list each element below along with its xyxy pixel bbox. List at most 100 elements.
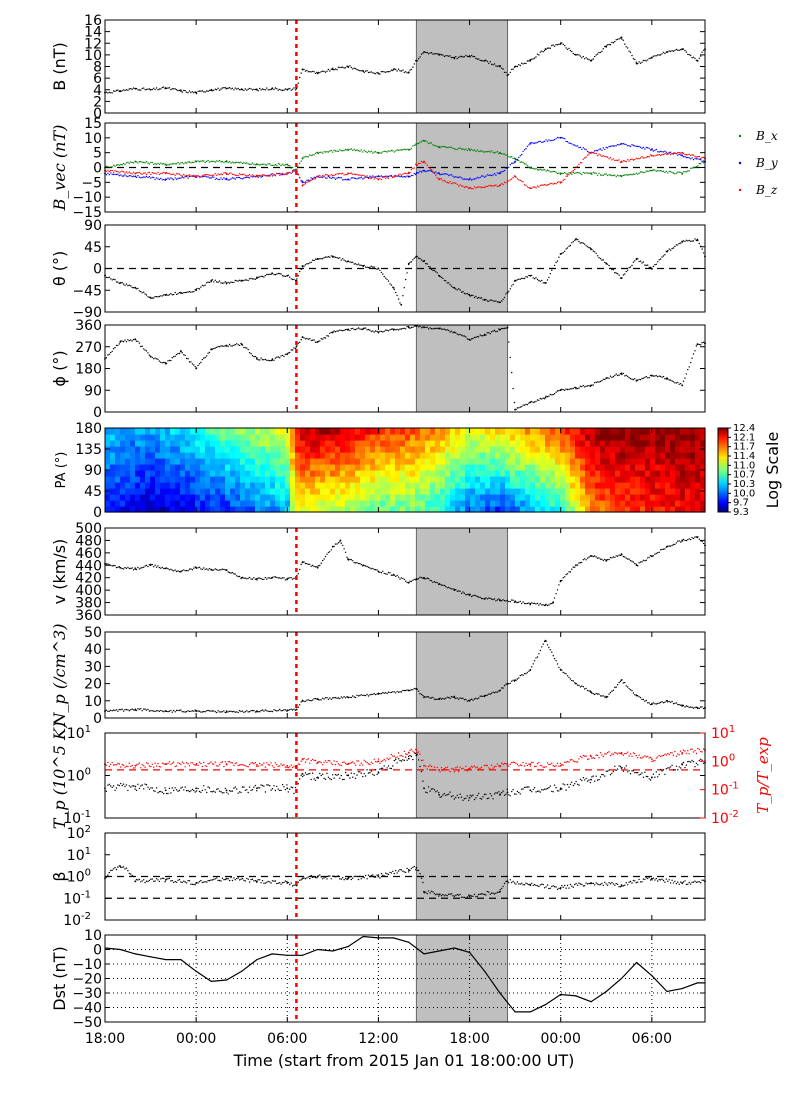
heatmap-cell: [370, 434, 376, 441]
heatmap-cell: [575, 500, 581, 507]
heatmap-cell: [455, 446, 461, 453]
data-point: [609, 375, 612, 377]
data-point: [281, 89, 284, 92]
data-point: [201, 175, 204, 177]
heatmap-cell: [225, 452, 231, 459]
heatmap-cell: [170, 500, 176, 507]
data-point: [466, 186, 468, 188]
heatmap-cell: [465, 494, 471, 501]
data-point: [230, 178, 232, 180]
y-tick-label: 0: [93, 106, 102, 122]
data-point: [435, 174, 437, 177]
data-point: [657, 154, 659, 156]
data-point: [387, 330, 390, 332]
legend-entry: B_x: [755, 129, 778, 143]
data-point: [677, 171, 679, 173]
heatmap-cell: [285, 464, 291, 471]
heatmap-cell: [405, 476, 411, 483]
data-point: [503, 296, 506, 299]
data-point: [427, 328, 430, 330]
heatmap-cell: [660, 452, 666, 459]
heatmap-cell: [220, 446, 226, 453]
data-point: [602, 147, 604, 149]
heatmap-cell: [480, 464, 486, 471]
data-point: [523, 184, 526, 186]
data-point: [612, 145, 615, 147]
data-point: [637, 173, 639, 175]
data-point: [337, 176, 340, 179]
heatmap-cell: [120, 464, 126, 471]
data-point: [562, 252, 564, 254]
data-point: [493, 329, 496, 332]
data-point: [627, 145, 629, 147]
data-point: [363, 175, 365, 177]
heatmap-cell: [320, 488, 326, 495]
data-point: [117, 173, 119, 176]
data-point: [270, 88, 272, 91]
data-point: [204, 174, 206, 176]
data-point: [330, 255, 332, 257]
data-point: [644, 148, 646, 150]
data-point: [678, 153, 680, 156]
data-point: [525, 148, 527, 150]
data-point: [376, 152, 378, 154]
heatmap-cell: [270, 482, 276, 489]
heatmap-cell: [430, 482, 436, 489]
legend-marker: [738, 134, 742, 138]
data-point: [246, 578, 248, 580]
data-point: [478, 186, 480, 188]
data-point: [644, 59, 646, 62]
data-point: [248, 576, 251, 579]
heatmap-cell: [650, 452, 656, 459]
heatmap-cell: [255, 470, 261, 477]
data-point: [240, 342, 242, 345]
data-point: [506, 291, 509, 294]
data-point: [108, 170, 111, 173]
heatmap-cell: [320, 434, 326, 441]
data-point: [508, 290, 510, 292]
data-point: [337, 330, 340, 332]
heatmap-cell: [310, 476, 316, 483]
heatmap-cell: [660, 434, 666, 441]
data-point: [472, 337, 474, 340]
heatmap-cell: [520, 458, 526, 465]
data-point: [545, 139, 547, 141]
data-point: [488, 332, 490, 334]
data-point: [372, 567, 374, 570]
data-point: [423, 140, 425, 143]
data-point: [147, 176, 149, 179]
heatmap-cell: [110, 446, 116, 453]
data-point: [436, 177, 438, 179]
data-point: [698, 343, 700, 346]
heatmap-cell: [155, 500, 161, 507]
data-point: [339, 172, 341, 175]
data-point: [555, 44, 557, 46]
data-point: [320, 258, 322, 260]
data-point: [230, 345, 232, 347]
data-point: [629, 158, 632, 161]
heatmap-cell: [260, 476, 266, 483]
data-point: [253, 175, 255, 177]
data-point: [131, 173, 133, 175]
data-point: [453, 58, 456, 60]
heatmap-cell: [315, 470, 321, 477]
data-point: [340, 66, 342, 69]
heatmap-cell: [215, 470, 221, 477]
data-point: [601, 259, 603, 261]
data-point: [460, 148, 463, 150]
data-point: [364, 565, 367, 567]
data-point: [483, 598, 486, 600]
heatmap-cell: [640, 470, 646, 477]
data-point: [356, 173, 358, 176]
data-point: [578, 54, 580, 56]
heatmap-cell: [470, 452, 476, 459]
data-point: [495, 600, 497, 602]
heatmap-cell: [665, 458, 671, 465]
data-point: [234, 344, 236, 346]
data-point: [675, 48, 678, 51]
data-point: [393, 328, 395, 330]
data-point: [518, 278, 520, 280]
data-point: [357, 177, 360, 179]
data-point: [360, 175, 362, 177]
data-point: [648, 156, 650, 158]
